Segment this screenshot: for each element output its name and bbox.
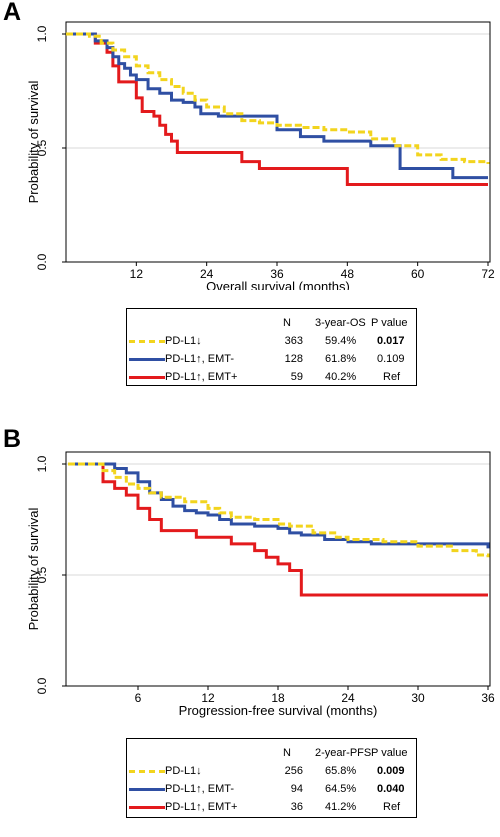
survival-curve-pdl1-high-emt-pos — [68, 462, 488, 597]
x-tick-label: 30 — [411, 691, 425, 705]
y-tick-label: 1.0 — [35, 455, 49, 472]
survival-curve-pdl1-low — [66, 32, 490, 164]
x-tick-label: 18 — [271, 691, 285, 705]
x-tick-label: 36 — [481, 691, 495, 705]
legend-series-rate: 61.8% — [325, 353, 357, 365]
x-tick-label: 12 — [201, 691, 215, 705]
progression-free-survival-legend: N 2-year-PFS P value PD-L1↓ 256 65.8% 0.009 PD-… — [126, 738, 417, 818]
legend-series-name: PD-L1↑, EMT+ — [165, 801, 238, 813]
legend-row: PD-L1↑, EMT- 128 61.8% 0.109 — [127, 350, 416, 368]
legend-series-rate: 41.2% — [325, 801, 357, 813]
legend-series-n: 256 — [284, 765, 303, 777]
legend-swatch — [129, 340, 165, 343]
y-tick-label: 0.5 — [35, 566, 49, 583]
survival-curve-pdl1-high-emt-neg — [68, 462, 490, 549]
x-axis-label: Progression-free survival (months) — [179, 703, 378, 718]
legend-series-rate: 59.4% — [325, 335, 357, 347]
legend-swatch — [129, 376, 165, 379]
legend-row: PD-L1↑, EMT+ 36 41.2% Ref — [127, 798, 416, 816]
legend-header-p: P value — [371, 317, 408, 329]
legend-series-name: PD-L1↓ — [165, 765, 202, 777]
legend-header-n: N — [283, 317, 291, 329]
legend-header-rate: 2-year-PFS — [315, 747, 372, 759]
legend-series-p: 0.109 — [377, 353, 405, 365]
x-tick-label: 72 — [481, 267, 495, 281]
legend-row: PD-L1↓ 363 59.4% 0.017 — [127, 332, 416, 350]
legend-series-name: PD-L1↑, EMT- — [165, 783, 235, 795]
plot-frame — [65, 451, 491, 687]
panel-label-a: A — [3, 0, 22, 26]
legend-series-p: Ref — [383, 371, 401, 383]
legend-series-p: Ref — [383, 801, 401, 813]
legend-series-n: 94 — [290, 783, 303, 795]
overall-survival-chart: 0.0 0.5 1.0 12 24 36 48 60 72 Overall survival (m… — [26, 21, 495, 290]
legend-row: PD-L1↑, EMT+ 59 40.2% Ref — [127, 368, 416, 386]
legend-series-n: 36 — [290, 801, 303, 813]
x-tick-label: 12 — [130, 267, 144, 281]
survival-curve-pdl1-high-emt-pos — [66, 32, 488, 186]
legend-swatch — [129, 806, 165, 809]
legend-series-p: 0.017 — [377, 335, 405, 347]
legend-header-row: N 2-year-PFS P value — [127, 744, 416, 762]
legend-header-p: P value — [371, 747, 408, 759]
legend-series-rate: 65.8% — [325, 765, 357, 777]
x-tick-label: 24 — [341, 691, 355, 705]
legend-header-row: N 3-year-OS P value — [127, 314, 416, 332]
legend-series-name: PD-L1↑, EMT+ — [165, 371, 238, 383]
legend-series-n: 59 — [290, 371, 303, 383]
legend-series-p: 0.040 — [377, 783, 405, 795]
panel-label-b: B — [3, 425, 22, 453]
legend-row: PD-L1↑, EMT- 94 64.5% 0.040 — [127, 780, 416, 798]
x-axis-label: Overall survival (months) — [206, 279, 350, 290]
x-tick-label: 24 — [200, 267, 214, 281]
legend-row: PD-L1↓ 256 65.8% 0.009 — [127, 762, 416, 780]
legend-series-p: 0.009 — [377, 765, 405, 777]
x-tick-label: 60 — [411, 267, 425, 281]
x-tick-label: 36 — [270, 267, 284, 281]
survival-curve-pdl1-low — [68, 462, 490, 558]
legend-series-rate: 40.2% — [325, 371, 357, 383]
plot-frame — [65, 21, 491, 263]
legend-series-rate: 64.5% — [325, 783, 357, 795]
legend-series-name: PD-L1↑, EMT- — [165, 353, 235, 365]
survival-curve-pdl1-high-emt-neg — [66, 32, 488, 180]
legend-header-rate: 3-year-OS — [315, 317, 366, 329]
overall-survival-legend: N 3-year-OS P value PD-L1↓ 363 59.4% 0.017 PD-L… — [126, 308, 417, 386]
legend-swatch — [129, 788, 165, 791]
x-tick-label: 48 — [341, 267, 355, 281]
x-tick-label: 6 — [135, 691, 142, 705]
legend-series-n: 128 — [284, 353, 303, 365]
y-axis-label: Probability of survival — [26, 507, 41, 630]
y-tick-label: 0.0 — [35, 253, 49, 270]
legend-series-n: 363 — [284, 335, 303, 347]
legend-header-n: N — [283, 747, 291, 759]
legend-series-name: PD-L1↓ — [165, 335, 202, 347]
y-tick-label: 1.0 — [35, 25, 49, 42]
y-tick-label: 0.5 — [35, 139, 49, 156]
progression-free-survival-chart: 0.0 0.5 1.0 6 12 18 24 30 36 Progression-free sur… — [26, 451, 495, 718]
legend-swatch — [129, 770, 165, 773]
legend-swatch — [129, 358, 165, 361]
panel-a: A 0.0 0.5 1.0 12 24 36 48 60 72 Overall survival … — [0, 0, 500, 410]
y-axis-label: Probability of survival — [26, 80, 41, 203]
y-tick-label: 0.0 — [35, 677, 49, 694]
